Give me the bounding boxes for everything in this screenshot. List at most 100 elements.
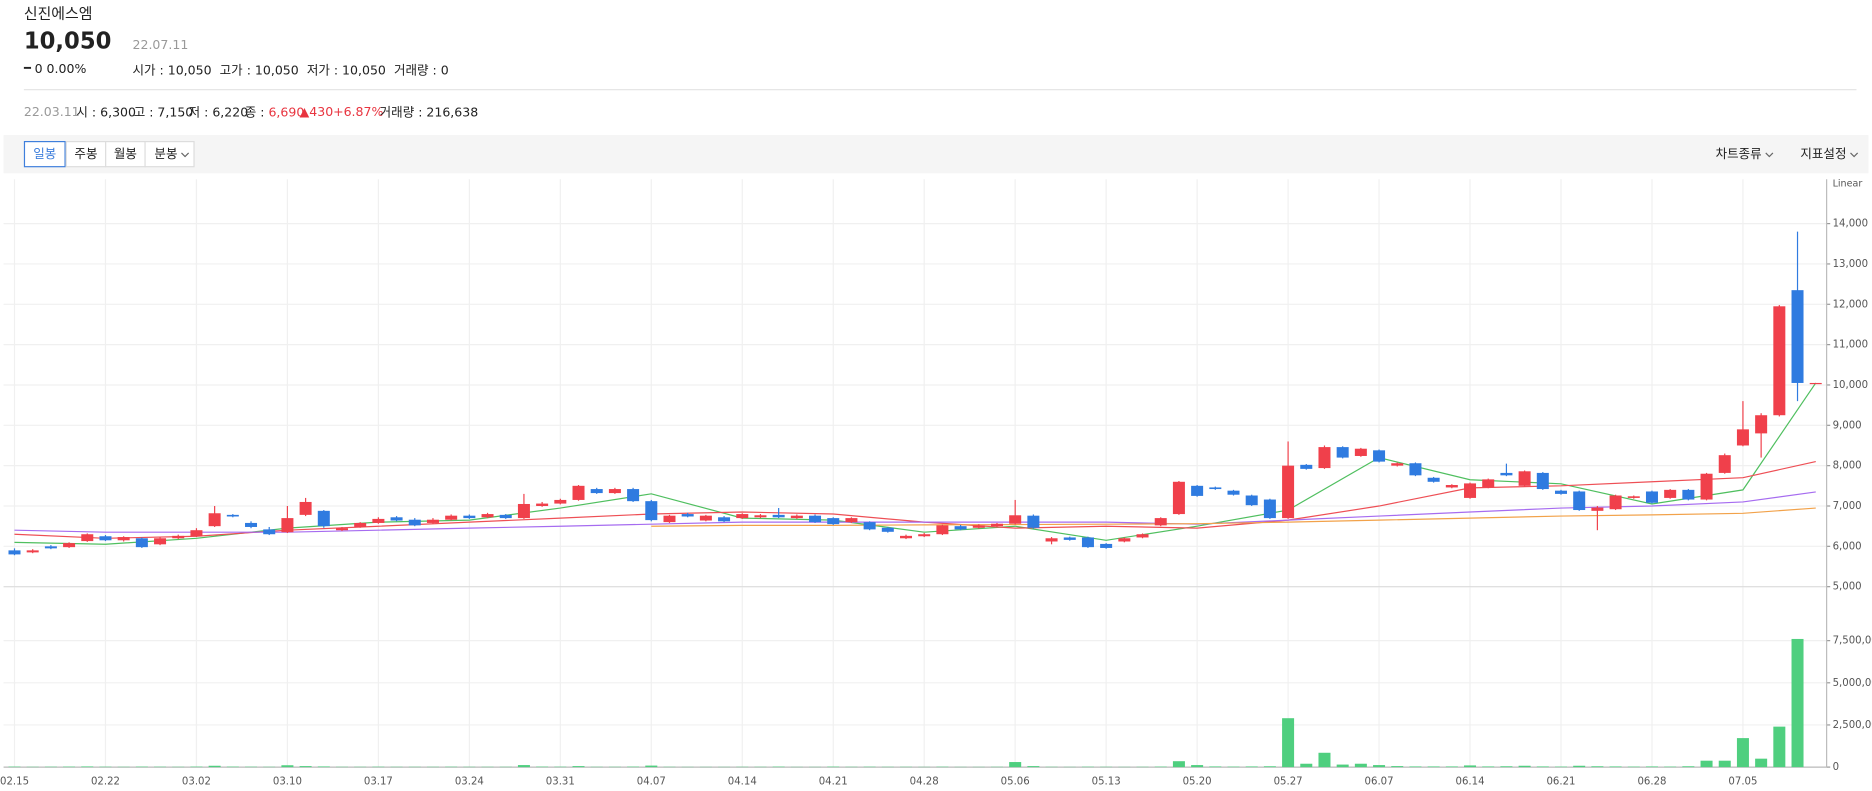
period-label[interactable]: 월봉 [114, 146, 137, 161]
period-button[interactable] [144, 140, 195, 168]
x-tick-label: 03.31 [546, 776, 575, 787]
candle-body [63, 543, 76, 548]
volume-bar [1791, 638, 1804, 768]
indicator-menu[interactable]: 지표설정 [1800, 146, 1846, 161]
value: 0 [441, 62, 449, 77]
candle-body [699, 515, 712, 521]
volume-bar [281, 765, 294, 768]
x-tick-label: 06.14 [1456, 776, 1485, 787]
price-change: 0 0.00% [35, 61, 87, 76]
candle-body [208, 513, 221, 527]
candle-body [1700, 473, 1713, 500]
candle-body [1500, 472, 1513, 476]
value: 6,220 [212, 104, 248, 119]
period-button[interactable] [65, 140, 107, 168]
volume-bar [135, 766, 148, 768]
candle-body [663, 515, 676, 523]
candle-body [1245, 495, 1258, 506]
x-tick-label: 04.21 [819, 776, 848, 787]
candle-body [426, 519, 439, 523]
label: 거래량 : [394, 62, 441, 77]
candle-body [972, 525, 985, 528]
candle-body [1118, 538, 1131, 542]
volume-bar [81, 766, 94, 768]
volume-bar [317, 766, 330, 768]
volume-bar [1154, 766, 1167, 768]
candle-body [1336, 447, 1349, 458]
moving-average [14, 382, 1817, 545]
volume-bar [1409, 766, 1422, 768]
volume-bar [1300, 763, 1313, 768]
volume-bar [1009, 762, 1022, 768]
hover-high: 고 : 7,150 [134, 104, 194, 119]
value: 10,050 [342, 62, 386, 77]
period-label[interactable]: 일봉 [33, 146, 56, 161]
chart-type-menu[interactable]: 차트종류 [1716, 146, 1762, 161]
candle-body [918, 534, 931, 537]
label: 거래량 : [380, 104, 427, 119]
label: 저가 : [307, 62, 342, 77]
volume-bar [1209, 766, 1222, 768]
x-tick-label: 03.24 [455, 776, 484, 787]
candle-body [1100, 543, 1113, 548]
volume-bar [1500, 766, 1513, 768]
candle-body [226, 514, 239, 517]
candle-body [1591, 507, 1604, 511]
candle-body [1154, 518, 1167, 526]
x-tick-label: 04.28 [910, 776, 939, 787]
candle-body [1045, 538, 1058, 542]
candle-body [572, 485, 585, 500]
y-tick-label: 14,000 [1833, 219, 1868, 230]
y-tick-label: 9,000 [1833, 420, 1862, 431]
x-tick-label: 05.27 [1274, 776, 1303, 787]
candle-body [1518, 471, 1531, 486]
candle-body [1191, 485, 1204, 496]
volume-bar [1536, 766, 1549, 768]
candle-body [1318, 447, 1331, 469]
candle-body [263, 529, 276, 535]
candle-body [1736, 429, 1749, 446]
period-label[interactable]: 분봉 [154, 146, 177, 161]
candle-body [845, 518, 858, 523]
candle-body [1263, 499, 1276, 519]
volume-bar [627, 766, 640, 768]
volume-bar [1736, 738, 1749, 768]
candle-body [1554, 490, 1568, 494]
candle-body [1282, 465, 1295, 519]
candle-body [372, 518, 385, 523]
x-tick-label: 06.07 [1365, 776, 1394, 787]
candle-body [990, 523, 1003, 527]
volume-bar [299, 766, 312, 768]
candle-body [190, 530, 203, 537]
candle-body [1573, 491, 1586, 511]
candle-body [608, 489, 621, 494]
volume-bar [1427, 766, 1440, 768]
volume-bar [1354, 763, 1367, 768]
candle-body [445, 515, 458, 520]
volume-bar [208, 765, 221, 768]
candle-body [1373, 450, 1386, 462]
period-label[interactable]: 주봉 [74, 146, 97, 161]
candle-body [8, 550, 21, 555]
candle-body [863, 522, 876, 530]
candle-body [1536, 472, 1549, 490]
header-high: 고가 : 10,050 [220, 62, 299, 77]
volume-bar [1482, 766, 1495, 768]
volume-bar [827, 766, 840, 768]
volume-bar [1464, 765, 1477, 768]
volume-bar [1445, 766, 1458, 768]
candle-body [590, 489, 603, 494]
hover-change-rate: +6.87% [333, 104, 383, 119]
period-button[interactable] [23, 140, 66, 168]
volume-bar [1027, 766, 1040, 768]
candle-body [499, 514, 512, 519]
volume-bar [772, 766, 785, 768]
x-tick-label: 05.20 [1183, 776, 1212, 787]
label: 종 : [245, 104, 269, 119]
label: 고가 : [220, 62, 255, 77]
chevron [1765, 152, 1774, 158]
candle-body [936, 525, 949, 535]
x-tick-label: 04.07 [637, 776, 666, 787]
candle-body [754, 515, 767, 518]
